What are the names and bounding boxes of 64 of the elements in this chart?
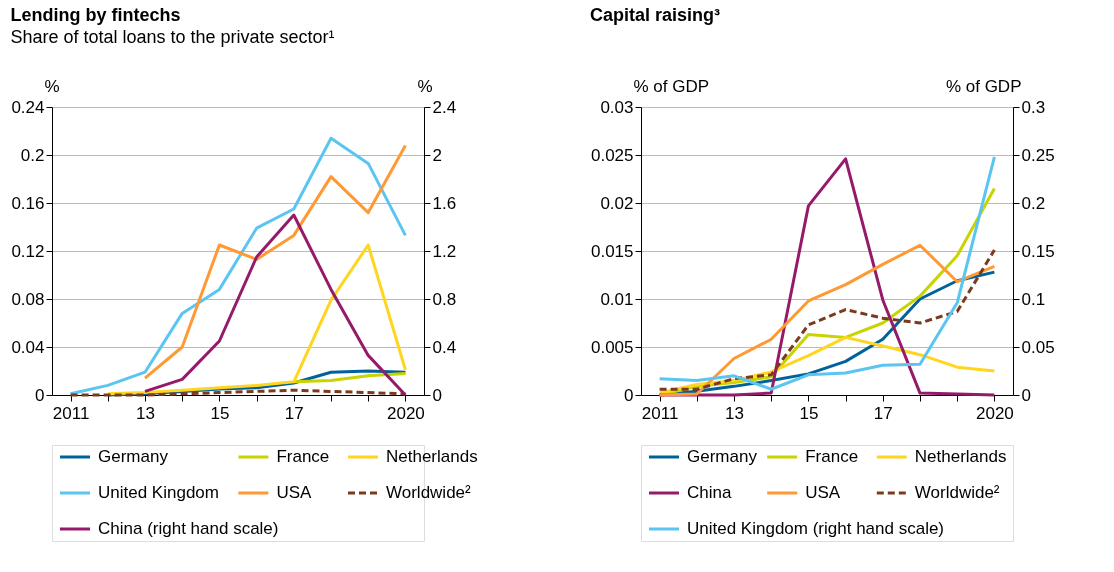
y2-tick-label: 0.15 — [1021, 241, 1055, 261]
y2-tick-label: 0.05 — [1021, 337, 1055, 357]
y2-tick-label: 0 — [432, 385, 442, 405]
y2-tick-label: 0.3 — [1021, 97, 1046, 117]
legend-label: Worldwide² — [386, 483, 472, 502]
y-tick-label: 0.04 — [11, 337, 45, 357]
x-tick-label: 2020 — [975, 403, 1014, 423]
y-tick-label: 0.015 — [590, 241, 634, 261]
x-tick-label: 2011 — [52, 403, 90, 423]
y2-tick-label: 0.2 — [1021, 193, 1046, 213]
chart-title: Capital raising³ — [589, 4, 720, 25]
x-tick-label: 13 — [136, 403, 155, 423]
x-tick-label: 17 — [873, 403, 893, 423]
y-tick-label: 0.005 — [590, 337, 634, 357]
legend-label: Netherlands — [386, 447, 478, 466]
y2-tick-label: 0 — [1021, 385, 1031, 405]
legend-label: Germany — [98, 447, 169, 466]
y2-tick-label: 2.4 — [432, 97, 457, 117]
y-tick-label: 0.01 — [600, 289, 634, 309]
x-tick-label: 17 — [284, 403, 304, 423]
line-series — [143, 143, 407, 380]
y-axis-title: % — [44, 76, 60, 96]
line-series — [69, 136, 407, 396]
legend-label: USA — [276, 483, 313, 502]
chart-subtitle: Share of total loans to the private sector¹ — [10, 26, 335, 47]
line-series — [106, 243, 407, 396]
legend-label: USA — [805, 483, 841, 502]
y-tick-label: 0 — [35, 385, 45, 405]
y2-axis-title: % of GDP — [945, 76, 1022, 96]
y-tick-label: 0.12 — [11, 241, 45, 261]
y-tick-label: 0.03 — [600, 97, 634, 117]
y2-tick-label: 0.8 — [432, 289, 457, 309]
x-tick-label: 2011 — [641, 403, 679, 423]
y-tick-label: 0.24 — [11, 97, 45, 117]
line-series — [292, 371, 407, 384]
legend-label: Netherlands — [914, 447, 1007, 466]
y-tick-label: 0.08 — [11, 289, 45, 309]
y-tick-label: 0 — [624, 385, 634, 405]
line-series — [143, 213, 407, 397]
y-tick-label: 0.16 — [11, 193, 45, 213]
y-tick-label: 0.025 — [590, 145, 634, 165]
y2-tick-label: 0.1 — [1021, 289, 1046, 309]
legend-label: France — [276, 447, 330, 466]
legend-label: China — [687, 483, 732, 502]
y-tick-label: 0.02 — [600, 193, 634, 213]
x-tick-label: 2020 — [386, 403, 425, 423]
legend-label: United Kingdom (right hand scale) — [687, 519, 945, 538]
legend-label: Worldwide² — [914, 483, 1000, 502]
legend-label: China (right hand scale) — [98, 519, 279, 538]
y-axis-title: % of GDP — [633, 76, 710, 96]
chart-title: Lending by fintechs — [10, 4, 181, 25]
x-tick-label: 13 — [725, 403, 744, 423]
y2-tick-label: 1.2 — [432, 241, 457, 261]
y2-tick-label: 1.6 — [432, 193, 457, 213]
x-tick-label: 15 — [799, 403, 819, 423]
legend-label: Germany — [687, 447, 758, 466]
y-tick-label: 0.2 — [20, 145, 45, 165]
y2-tick-label: 0.4 — [432, 337, 457, 357]
y2-tick-label: 0.25 — [1021, 145, 1055, 165]
x-tick-label: 15 — [210, 403, 230, 423]
y2-tick-label: 2 — [432, 145, 442, 165]
legend-label: United Kingdom — [98, 483, 219, 502]
legend-label: France — [805, 447, 859, 466]
y2-axis-title: % — [417, 76, 433, 96]
